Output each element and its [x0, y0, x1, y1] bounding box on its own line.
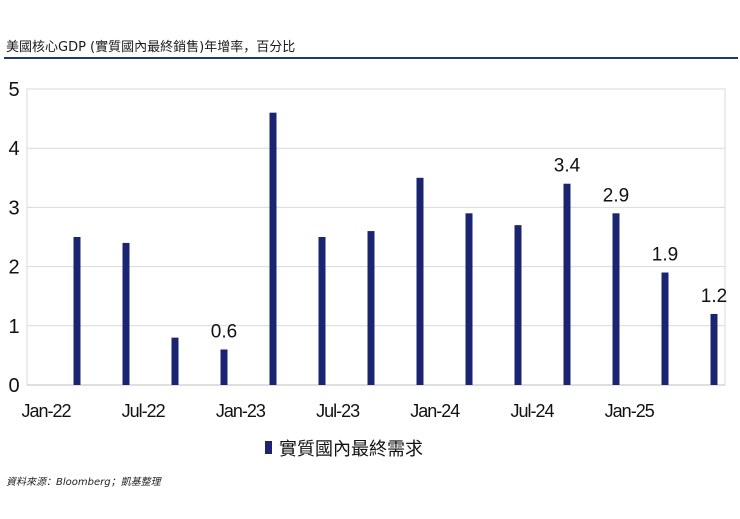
bar	[661, 272, 669, 385]
bar	[73, 237, 81, 385]
data-label: 2.9	[603, 185, 629, 206]
legend-swatch	[265, 441, 272, 454]
bar	[465, 213, 473, 385]
bar	[122, 242, 130, 385]
bar	[367, 231, 375, 385]
y-tick-label: 5	[8, 79, 19, 101]
bar	[269, 112, 277, 386]
y-tick-label: 1	[8, 316, 19, 338]
x-tick-label: Jan-25	[605, 401, 655, 421]
x-tick-label: Jul-22	[122, 401, 166, 421]
source-note: 資料來源：Bloomberg；凱基整理	[6, 477, 161, 488]
bar	[514, 225, 522, 385]
title-divider	[4, 57, 738, 59]
x-tick-label: Jul-24	[510, 401, 554, 421]
bar	[318, 237, 326, 385]
plot-frame	[26, 88, 726, 386]
data-label: 0.6	[211, 321, 237, 342]
bar	[563, 183, 571, 385]
x-tick-label: Jan-23	[216, 401, 266, 421]
legend-label: 實質國內最終需求	[279, 439, 423, 460]
bar	[612, 213, 620, 385]
y-tick-label: 3	[8, 197, 19, 219]
data-label: 3.4	[554, 156, 581, 177]
bar	[220, 349, 228, 385]
bar-chart: 0 1 2 3 4 5 0.6 3.4 2.9 1.9 1.2 Jan-22 Jul-22 Jan-23 J…	[8, 79, 727, 460]
y-tick-label: 2	[8, 257, 19, 279]
y-tick-label: 4	[8, 138, 19, 160]
bar	[416, 177, 424, 385]
x-tick-label: Jan-24	[410, 401, 460, 421]
chart-title: 美國核心GDP (實質國內最終銷售)年增率，百分比	[6, 40, 296, 55]
data-label: 1.2	[701, 286, 727, 307]
bar	[710, 313, 718, 385]
x-tick-label: Jul-23	[316, 401, 360, 421]
data-label: 1.9	[652, 245, 678, 266]
x-tick-label: Jan-22	[21, 401, 71, 421]
bar	[171, 337, 179, 385]
y-tick-label: 0	[8, 375, 19, 397]
